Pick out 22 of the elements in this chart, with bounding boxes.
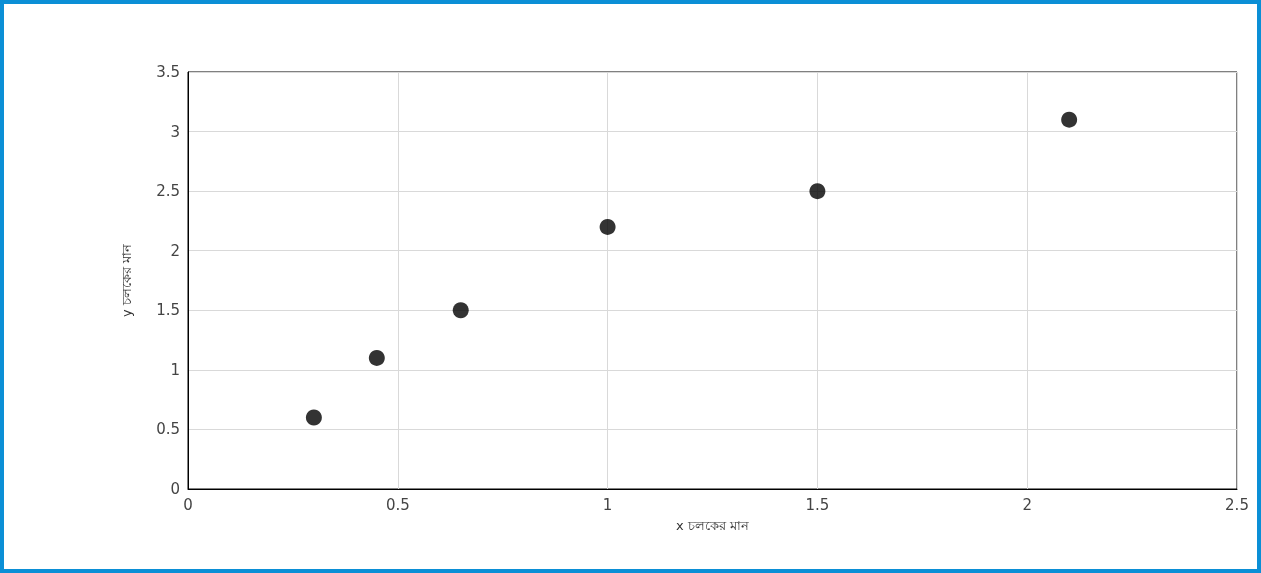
point: [452, 302, 469, 319]
x-tick-label: 2.5: [1225, 495, 1249, 514]
point: [1061, 111, 1078, 128]
y-tick-label: 2: [170, 241, 180, 260]
x-tick-label: 2: [1022, 495, 1032, 514]
y-tick-label: 1.5: [156, 301, 180, 320]
y-tick-label: 1: [170, 360, 180, 379]
y-tick-label: 3: [170, 122, 180, 141]
y-tick-label: 0: [170, 480, 180, 498]
y-axis-title: y চলকের মান: [119, 244, 134, 317]
y-tick-label: 3.5: [156, 63, 180, 81]
point: [809, 183, 826, 200]
x-tick-label: 1.5: [805, 495, 830, 514]
y-tick-label: 2.5: [156, 182, 180, 201]
point: [599, 218, 616, 235]
x-tick-label: 0.5: [385, 495, 410, 514]
x-tick-label: 0: [183, 495, 193, 514]
point: [305, 409, 322, 426]
point: [368, 349, 385, 366]
x-axis-title: x চলকের মান: [676, 518, 749, 533]
y-tick-label: 0.5: [156, 420, 180, 439]
x-tick-label: 1: [602, 495, 613, 514]
